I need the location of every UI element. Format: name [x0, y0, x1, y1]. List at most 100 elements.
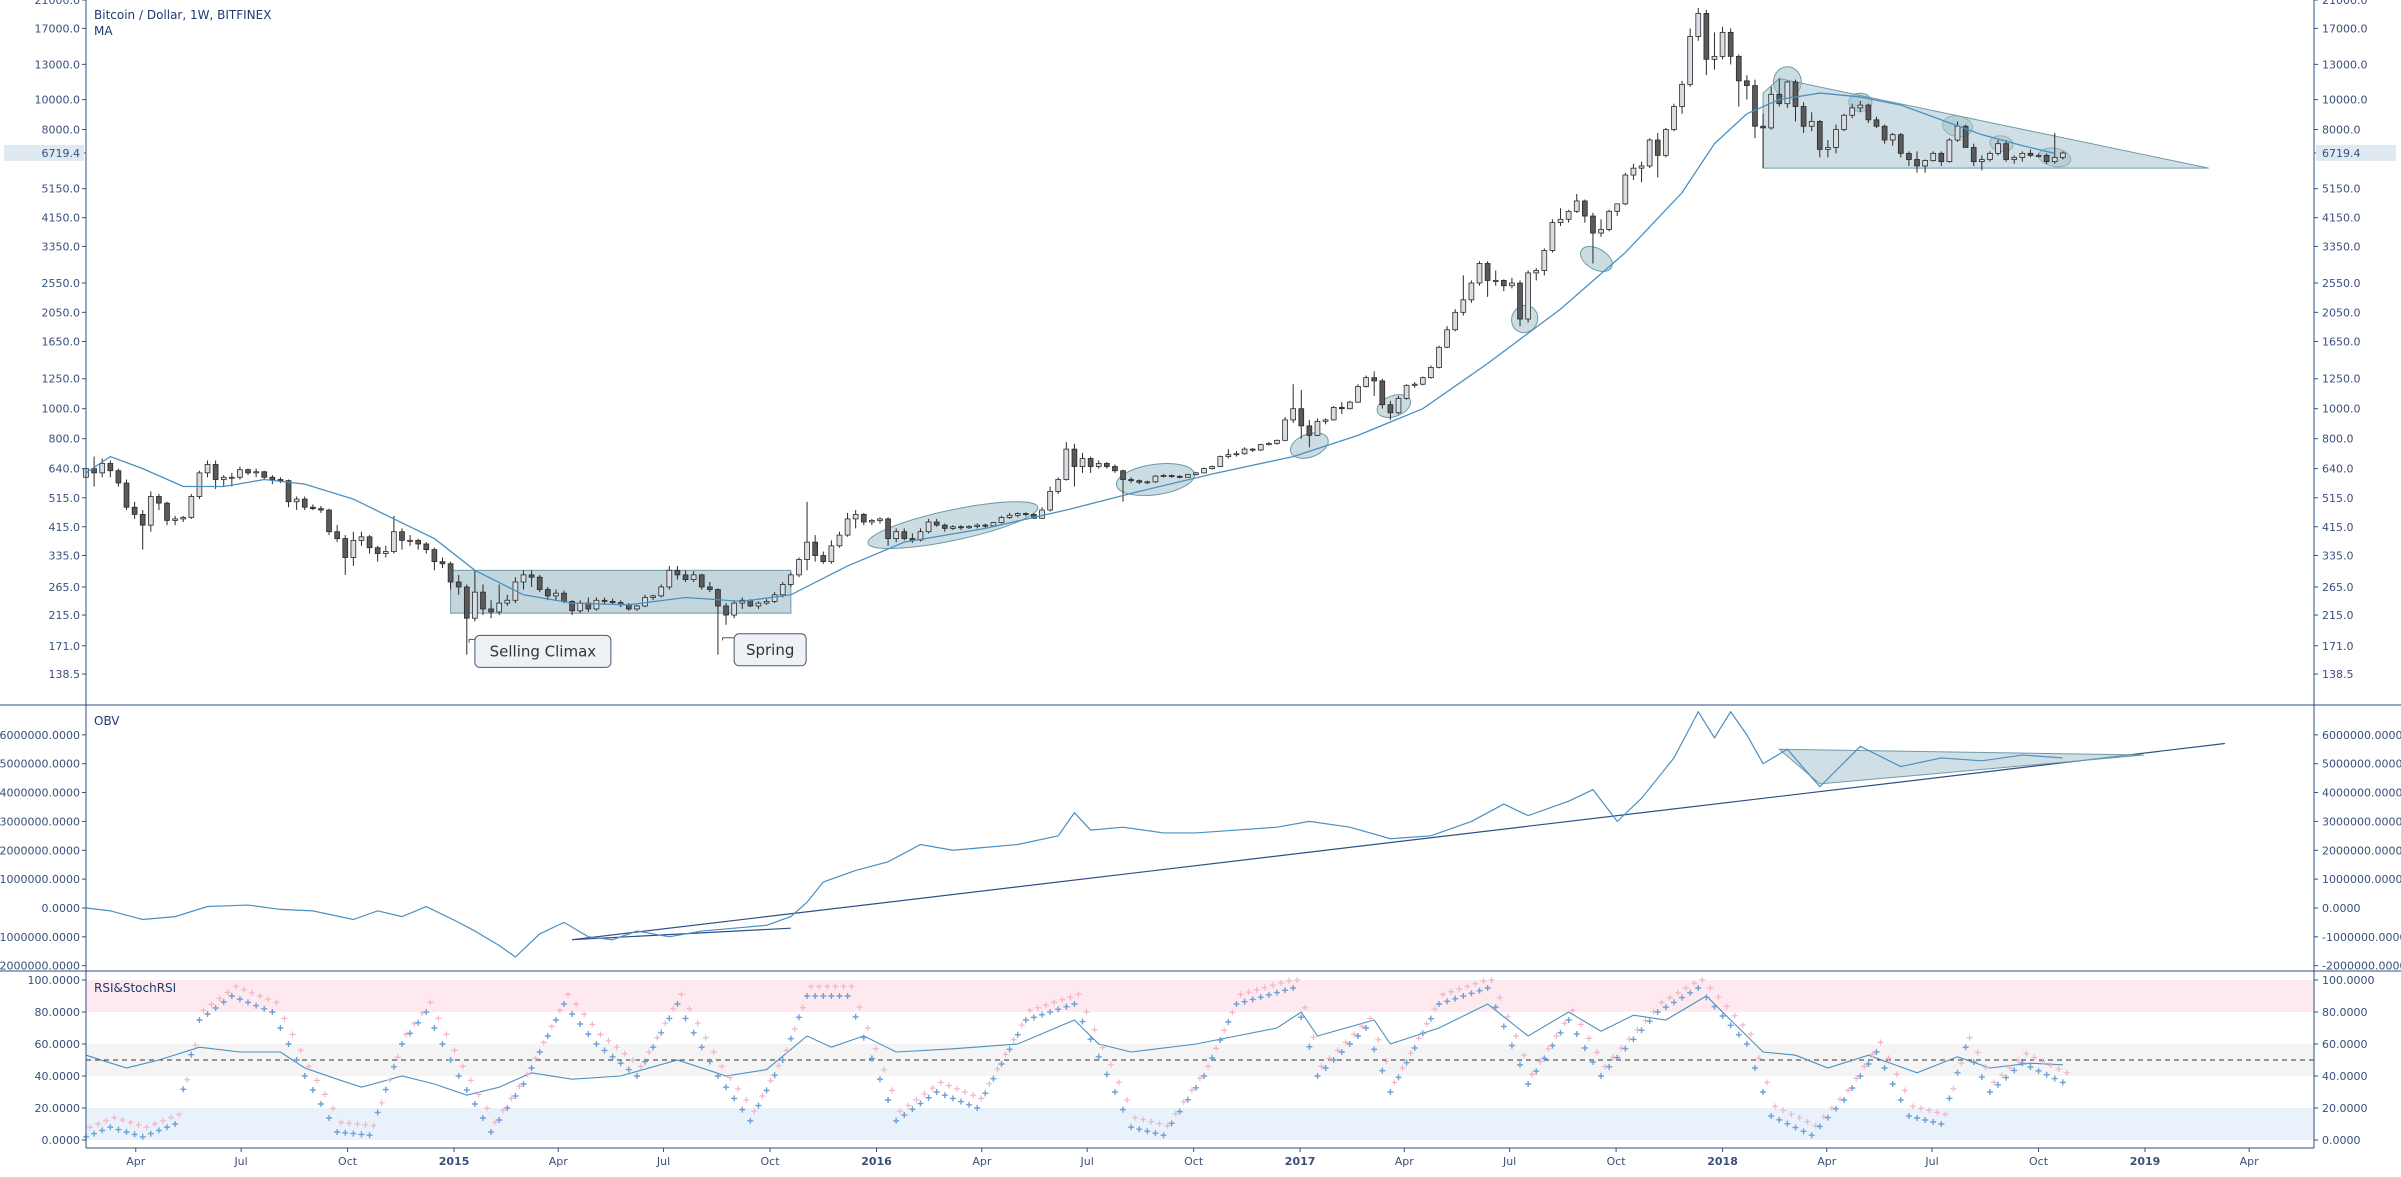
stoch-k-mark	[285, 1031, 296, 1047]
stoch-d-cross	[1885, 1055, 1892, 1062]
candle	[415, 538, 422, 550]
candle	[1946, 138, 1953, 163]
candle-body	[1565, 210, 1572, 220]
candle-body	[1363, 377, 1369, 387]
stoch-k-cross	[1436, 1001, 1442, 1007]
obv-axis-tick-label-l: 2000000.0000	[0, 844, 80, 857]
stoch-k-mark	[1330, 1047, 1341, 1063]
candle-body	[1266, 443, 1272, 446]
stoch-k-cross	[561, 1001, 568, 1007]
stoch-k-cross	[1055, 1006, 1062, 1013]
stoch-d-cross	[581, 1011, 588, 1018]
stoch-k-cross	[1922, 1117, 1929, 1123]
stoch-k-cross	[139, 1133, 146, 1140]
obv-axis-tick-label-r: 6000000.0000	[2322, 729, 2401, 742]
candle-body	[1646, 139, 1653, 167]
candle	[1428, 365, 1434, 379]
candle-body	[1849, 107, 1856, 116]
stoch-d-cross	[897, 1108, 904, 1115]
candle-body	[1217, 456, 1224, 467]
stoch-k-cross	[1111, 1089, 1118, 1095]
candle	[318, 505, 324, 513]
candle-body	[2027, 152, 2034, 156]
stoch-d-cross	[1067, 994, 1074, 1001]
candle	[1873, 116, 1880, 128]
stoch-k-cross	[1573, 1031, 1580, 1037]
candle-body	[1128, 479, 1134, 482]
stoch-k-mark	[812, 983, 823, 999]
candle-body	[1484, 263, 1491, 281]
stoch-k-cross	[1679, 994, 1686, 1001]
stoch-k-mark	[1865, 1051, 1876, 1067]
candle-body	[1573, 200, 1580, 212]
obv-trendline[interactable]	[572, 927, 791, 941]
candle-body	[1719, 31, 1726, 57]
candle-body	[1201, 468, 1207, 474]
stoch-d-cross	[1034, 1004, 1041, 1011]
candle-body	[1995, 143, 2001, 154]
stoch-k-cross	[1719, 1013, 1726, 1019]
stoch-k-cross	[1832, 1105, 1839, 1112]
stoch-k-cross	[1630, 1036, 1637, 1043]
candle-body	[204, 464, 211, 474]
highlight-ellipse[interactable]	[1507, 301, 1543, 338]
stoch-k-mark	[1719, 1003, 1730, 1019]
candle	[1557, 208, 1564, 226]
stoch-k-cross	[1468, 990, 1475, 997]
stoch-k-mark	[998, 1051, 1009, 1067]
candle	[488, 600, 494, 619]
candle	[1112, 464, 1118, 473]
candle-body	[1347, 401, 1353, 410]
stoch-k-mark	[658, 1020, 669, 1036]
price-axis-tick-label-l: 1650.0	[42, 335, 81, 348]
candle-body	[399, 531, 405, 541]
stoch-k-mark	[1265, 982, 1276, 998]
candle	[1241, 447, 1248, 455]
stoch-k-cross	[1476, 987, 1483, 994]
stoch-d-cross	[905, 1102, 912, 1109]
candle	[1849, 103, 1856, 119]
highlight-ellipse[interactable]	[1374, 390, 1414, 421]
stoch-k-mark	[1006, 1036, 1017, 1053]
candle	[1290, 384, 1297, 423]
stoch-d-cross	[1124, 1097, 1131, 1103]
stoch-d-cross	[1059, 996, 1066, 1003]
obv-triangle[interactable]	[1777, 748, 2144, 785]
stoch-d-cross	[1375, 1036, 1382, 1043]
x-tick-label: Oct	[761, 1155, 781, 1168]
stoch-k-mark	[1500, 1013, 1511, 1030]
stoch-k-mark	[723, 1074, 734, 1091]
candle	[463, 584, 470, 655]
candle	[391, 515, 397, 554]
highlight-ellipse[interactable]	[1576, 241, 1616, 276]
stoch-k-cross	[155, 1127, 162, 1134]
candle-body	[1590, 215, 1596, 234]
stoch-k-cross	[1784, 1120, 1791, 1127]
stoch-k-mark	[188, 1042, 199, 1058]
obv-trendline[interactable]	[572, 742, 2225, 941]
stoch-k-cross	[1014, 1031, 1021, 1038]
stoch-k-cross	[974, 1105, 981, 1111]
stoch-d-cross	[135, 1121, 142, 1128]
stoch-k-cross	[1120, 1106, 1127, 1113]
stoch-k-mark	[293, 1047, 304, 1063]
candle	[1176, 475, 1183, 479]
stoch-k-cross	[504, 1105, 511, 1111]
candle-body	[1865, 104, 1872, 121]
candle-body	[1185, 474, 1191, 478]
candle	[1403, 384, 1410, 400]
candle	[1411, 382, 1418, 388]
price-axis-tick-label-l: 2050.0	[42, 306, 81, 319]
candle-body	[1760, 125, 1766, 129]
stoch-k-cross	[115, 1126, 122, 1133]
stoch-k-cross	[1039, 1011, 1046, 1018]
stoch-d-cross	[168, 1114, 175, 1121]
stoch-k-mark	[358, 1121, 369, 1138]
stoch-d-cross	[1051, 999, 1058, 1006]
stoch-d-cross	[1107, 1061, 1114, 1068]
descending-triangle[interactable]	[1762, 77, 2209, 169]
stoch-k-cross	[1768, 1113, 1775, 1119]
stoch-d-cross	[459, 1063, 466, 1070]
candle	[1168, 474, 1175, 478]
